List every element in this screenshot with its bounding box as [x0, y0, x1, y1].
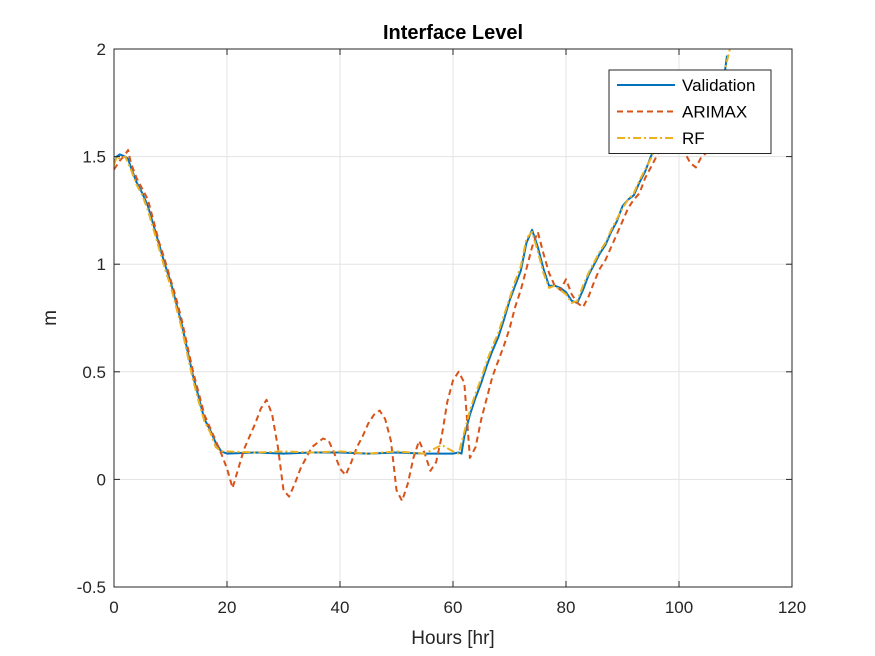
y-tick-label: 0: [97, 470, 106, 489]
x-tick-label: 0: [109, 598, 118, 617]
y-tick-label: 0.5: [82, 363, 106, 382]
y-tick-labels: -0.5 0 0.5 1 1.5 2: [77, 40, 106, 597]
series-line-arimax: [114, 81, 726, 502]
y-tick-label: -0.5: [77, 578, 106, 597]
x-tick-label: 60: [444, 598, 463, 617]
x-tick-label: 20: [218, 598, 237, 617]
legend-box: [608, 69, 772, 154]
chart-title: Interface Level: [383, 22, 523, 44]
x-tick-label: 80: [557, 598, 576, 617]
x-axis-label: Hours [hr]: [411, 628, 494, 649]
x-tick-labels: 0 20 40 60 80 100 120: [109, 598, 806, 617]
x-tick-label: 100: [665, 598, 693, 617]
legend-label-validation: Validation: [682, 76, 755, 95]
legend: Validation ARIMAX RF: [608, 69, 772, 154]
y-tick-label: 2: [97, 40, 106, 59]
y-tick-label: 1: [97, 255, 106, 274]
legend-label-arimax: ARIMAX: [682, 103, 747, 122]
y-tick-label: 1.5: [82, 148, 106, 167]
y-axis-label: m: [40, 310, 61, 326]
x-tick-label: 120: [778, 598, 806, 617]
legend-label-rf: RF: [682, 129, 705, 148]
axis-ticks: [113, 48, 793, 588]
x-tick-label: 40: [331, 598, 350, 617]
